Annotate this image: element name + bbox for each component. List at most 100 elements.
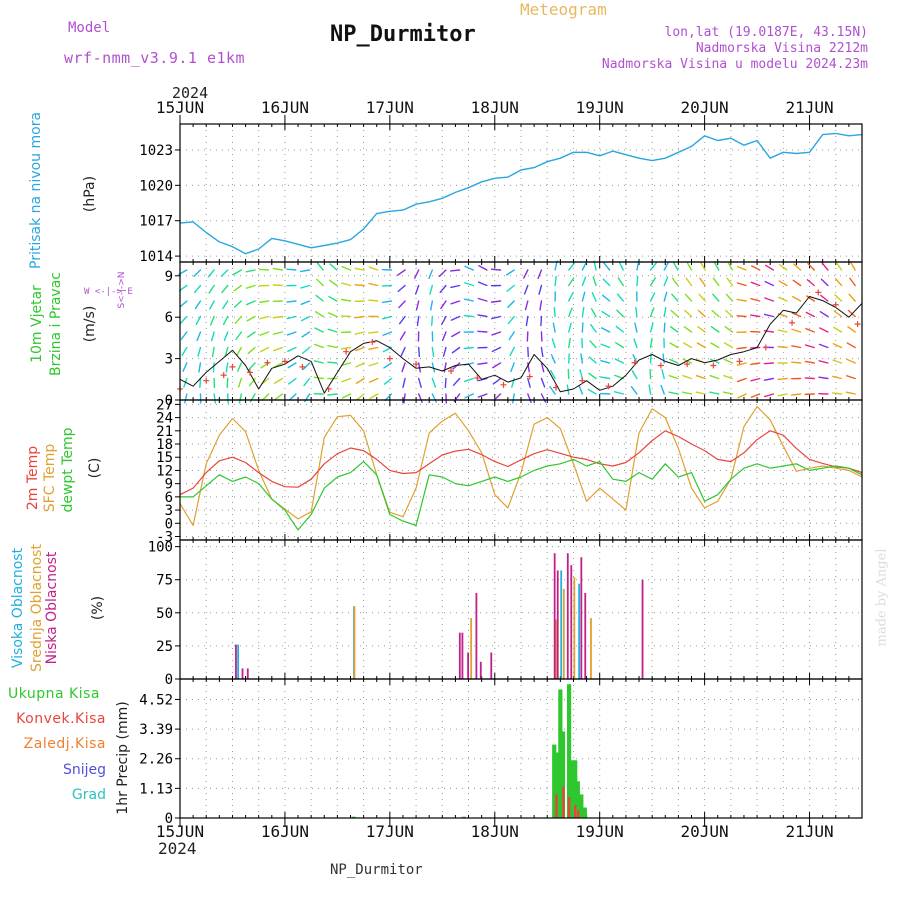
wind-arrow xyxy=(178,284,188,292)
wind-arrow xyxy=(354,267,365,271)
wind-arrow xyxy=(818,360,829,364)
wind-arrow xyxy=(590,308,597,318)
footer-station: NP_Durmitor xyxy=(330,862,423,878)
wind-arrow xyxy=(463,298,474,302)
wind-plus-marker xyxy=(684,361,691,368)
low-cloud-bar xyxy=(246,668,249,679)
wind-arrow xyxy=(601,310,611,318)
wind-arrow xyxy=(383,362,393,369)
precip-label-freeze: Zaledj.Kisa xyxy=(23,736,106,752)
wind-arrow xyxy=(315,294,324,302)
wind-arrow xyxy=(736,377,747,383)
wind-arrow xyxy=(671,293,679,302)
wind-arrow xyxy=(834,294,843,302)
wind-arrow xyxy=(491,331,502,336)
wind-arrow xyxy=(199,377,202,389)
y-tick-label: 4.52 xyxy=(139,692,173,708)
wind-arrow xyxy=(327,345,338,349)
wind-arrow xyxy=(540,315,543,327)
wind-arrow xyxy=(540,377,546,388)
wind-plus-marker xyxy=(526,373,533,380)
wind-arrow xyxy=(210,315,215,326)
wind-arrow xyxy=(591,292,597,302)
wind-arrow xyxy=(685,277,693,287)
wind-arrow xyxy=(792,279,802,287)
high-cloud-bar xyxy=(560,570,563,679)
wind-arrow xyxy=(791,345,802,349)
wind-arrow xyxy=(613,391,624,395)
wind-arrow xyxy=(683,342,693,349)
wind-arrow xyxy=(272,267,283,271)
wind-arrow xyxy=(602,278,611,287)
wind-arrow xyxy=(832,342,843,349)
wind-arrow xyxy=(636,260,640,271)
wind-arrow xyxy=(764,264,775,271)
wind-arrow xyxy=(831,392,843,395)
wind-arrow xyxy=(193,284,202,294)
wind-arrow xyxy=(568,322,572,333)
y-tick-label: 1023 xyxy=(139,143,173,159)
wind-arrow xyxy=(272,284,283,287)
wind-arrow xyxy=(805,327,815,333)
y-tick-label: 6 xyxy=(165,490,173,506)
wind-plus-marker xyxy=(246,369,253,376)
wind-arrow xyxy=(793,263,802,271)
wind-arrow xyxy=(180,315,188,324)
conv-precip-bar xyxy=(577,810,580,818)
wind-arrow xyxy=(581,276,587,287)
wind-arrow xyxy=(491,315,502,320)
pressure-line xyxy=(179,132,863,255)
wind-arrow xyxy=(464,265,474,271)
wind-arrow xyxy=(223,331,229,342)
wind-arrow xyxy=(709,391,720,395)
wind-plus-marker xyxy=(579,377,586,384)
wind-arrow xyxy=(736,298,747,302)
conv-precip-bar xyxy=(555,794,558,818)
day-label-bottom: 19JUN xyxy=(576,822,624,841)
wind-arrow xyxy=(182,362,188,372)
y-tick-label: 100 xyxy=(148,540,173,556)
wind-arrow xyxy=(259,346,270,353)
wind-arrow xyxy=(600,359,611,364)
wind-arrow xyxy=(601,294,611,302)
wind-arrow xyxy=(383,377,393,385)
wind-arrow xyxy=(327,328,338,333)
wind-arrow xyxy=(225,362,229,373)
wind-arrow xyxy=(804,344,815,349)
wind-arrow xyxy=(792,295,802,302)
wind-arrow xyxy=(209,300,215,310)
wind-plus-marker xyxy=(815,289,822,296)
wind-arrow xyxy=(710,342,720,349)
precip-label-total: Ukupna Kisa xyxy=(7,686,100,702)
wind-arrow xyxy=(790,361,802,364)
wind-plus-marker xyxy=(789,319,796,326)
total-precip-bar xyxy=(573,760,578,818)
wind-arrow xyxy=(232,269,243,276)
y-tick-label: 1.13 xyxy=(139,781,173,797)
wind-arrow xyxy=(566,384,570,395)
wind-arrow xyxy=(368,362,379,367)
wind-arrow xyxy=(450,284,461,289)
wind-arrow xyxy=(523,269,529,279)
low-cloud-bar xyxy=(467,652,470,679)
wind-arrow xyxy=(354,284,365,287)
wind-arrow xyxy=(684,293,693,302)
wind-arrow xyxy=(314,311,324,318)
wind-arrow xyxy=(554,260,558,271)
wind-arrow xyxy=(581,261,588,271)
total-precip-bar xyxy=(575,781,580,818)
wind-arrow xyxy=(272,315,283,319)
wind-arrow xyxy=(750,265,761,271)
wind-arrow xyxy=(683,326,693,333)
wind-arrow xyxy=(193,269,202,277)
wind-arrow xyxy=(750,377,761,382)
wind-arrow xyxy=(287,362,297,369)
wind-arrow xyxy=(261,393,270,401)
wind-arrow xyxy=(300,269,311,273)
wind-arrow xyxy=(368,299,379,302)
total-precip-bar xyxy=(552,744,557,818)
wind-arrow xyxy=(660,384,665,395)
wind-arrow xyxy=(587,388,597,395)
wind-arrow xyxy=(490,268,502,271)
